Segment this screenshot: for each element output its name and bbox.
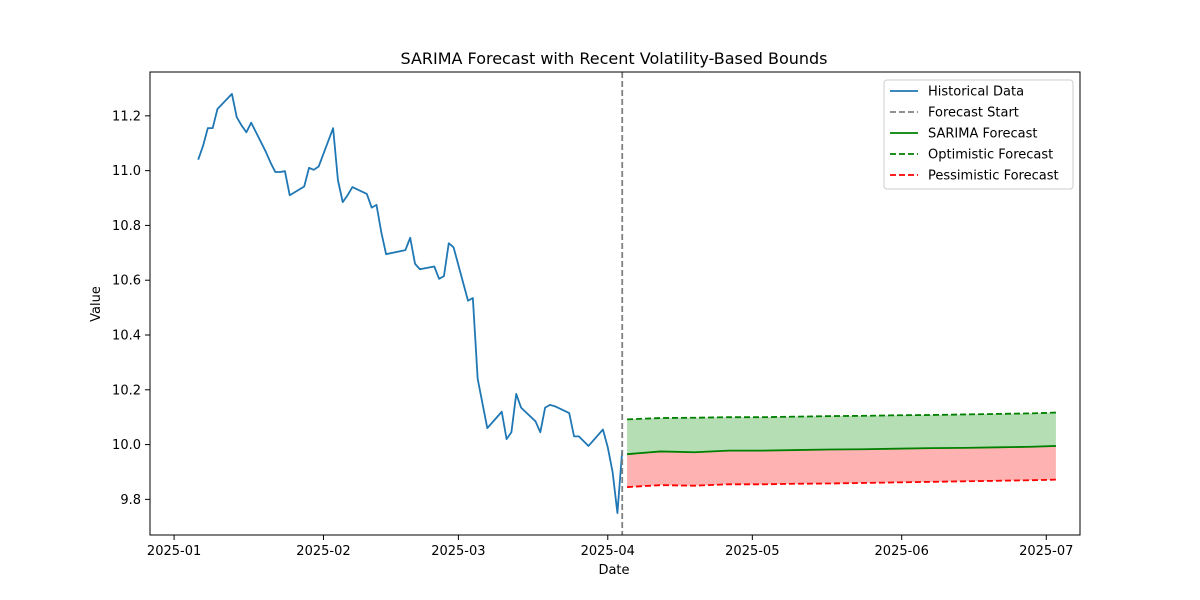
axes: 2025-01 2025-02 2025-03 2025-04 2025-05 2025-…	[112, 71, 1081, 559]
legend-box	[883, 79, 1074, 190]
series-layer	[197, 72, 1056, 535]
chart-title: SARIMA Forecast with Recent Volatility-B…	[400, 49, 827, 68]
x-tick-label: 2025-01	[147, 544, 201, 559]
y-tick-label: 10.0	[112, 438, 141, 453]
y-tick-label: 10.2	[112, 383, 141, 398]
y-tick-label: 11.2	[112, 109, 141, 124]
y-tick-label: 11.0	[112, 164, 141, 179]
y-tick-label: 9.8	[120, 493, 141, 508]
lower-band	[627, 445, 1056, 488]
legend: Historical Data Forecast Start SARIMA Fore…	[883, 79, 1074, 190]
x-tick-label: 2025-04	[581, 544, 635, 559]
plot-frame	[149, 71, 1081, 536]
series-line-historical-data	[197, 93, 624, 514]
legend-label-sarima-forecast: SARIMA Forecast	[928, 127, 1038, 142]
series-line-optimistic-forecast	[627, 411, 1056, 421]
legend-label-historical-data: Historical Data	[928, 85, 1024, 100]
y-tick-label: 10.4	[112, 329, 141, 344]
x-tick-label: 2025-06	[875, 544, 929, 559]
x-tick-label: 2025-05	[725, 544, 779, 559]
upper-band	[627, 412, 1056, 455]
series-line-pessimistic-forecast	[626, 478, 1056, 488]
forecast-bands	[627, 412, 1056, 488]
y-axis-title: Value	[89, 286, 104, 322]
legend-label-pessimistic-forecast: Pessimistic Forecast	[928, 169, 1059, 184]
x-tick-label: 2025-02	[296, 544, 350, 559]
y-tick-label: 10.6	[112, 274, 141, 289]
x-tick-label: 2025-03	[431, 544, 485, 559]
x-tick-label: 2025-07	[1019, 544, 1073, 559]
legend-label-optimistic-forecast: Optimistic Forecast	[928, 148, 1053, 163]
x-axis-title: Date	[598, 563, 629, 578]
legend-label-forecast-start: Forecast Start	[928, 106, 1019, 121]
y-tick-label: 10.8	[112, 219, 141, 234]
series-line-sarima-forecast	[626, 445, 1056, 456]
